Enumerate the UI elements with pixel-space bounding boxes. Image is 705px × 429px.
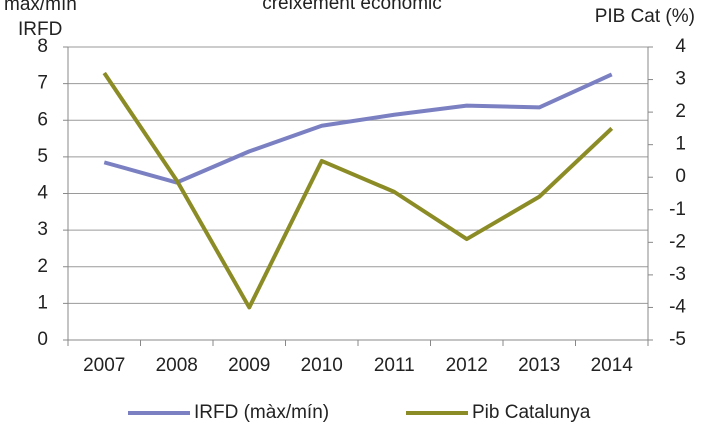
y-tick-label: 3 — [37, 219, 48, 240]
line-series — [103, 72, 613, 185]
y2-tick-label: 1 — [675, 134, 686, 155]
y-tick-label: 7 — [37, 73, 48, 94]
y2-tick-label: -5 — [669, 329, 686, 350]
y-axis-label: màx/mín — [4, 0, 77, 15]
legend-label: Pib Catalunya — [472, 402, 591, 423]
y2-tick-label: -3 — [669, 264, 686, 285]
y2-tick-label: -4 — [669, 296, 686, 317]
y2-tick-label: 0 — [675, 166, 686, 187]
y-tick-label: 4 — [37, 183, 48, 204]
x-tick-label: 2013 — [518, 355, 560, 376]
y2-tick-label: -2 — [669, 231, 686, 252]
y-tick-label: 1 — [37, 292, 48, 313]
y-tick-label: 0 — [37, 329, 48, 350]
x-tick-label: 2011 — [374, 355, 415, 376]
chart-title: creixement econòmic — [262, 0, 442, 14]
y-tick-label: 6 — [37, 109, 48, 130]
x-tick-label: 2014 — [591, 355, 634, 376]
y2-axis-label: PIB Cat (%) — [595, 6, 695, 27]
x-tick-label: 2008 — [156, 355, 198, 376]
x-tick-label: 2010 — [301, 355, 343, 376]
y2-tick-label: -1 — [669, 199, 686, 220]
y2-tick-label: 3 — [675, 69, 686, 90]
y-tick-label: 2 — [37, 256, 48, 277]
y-tick-label: 8 — [37, 36, 48, 57]
x-tick-label: 2009 — [228, 355, 270, 376]
y2-tick-label: 2 — [675, 101, 686, 122]
x-tick-label: 2007 — [83, 355, 125, 376]
y-tick-label: 5 — [37, 146, 48, 167]
y-axis-label: IRFD — [18, 19, 62, 40]
line-series — [102, 71, 614, 310]
x-tick-label: 2012 — [446, 355, 488, 376]
legend-label: IRFD (màx/mín) — [194, 402, 329, 423]
y2-tick-label: 4 — [675, 36, 686, 57]
